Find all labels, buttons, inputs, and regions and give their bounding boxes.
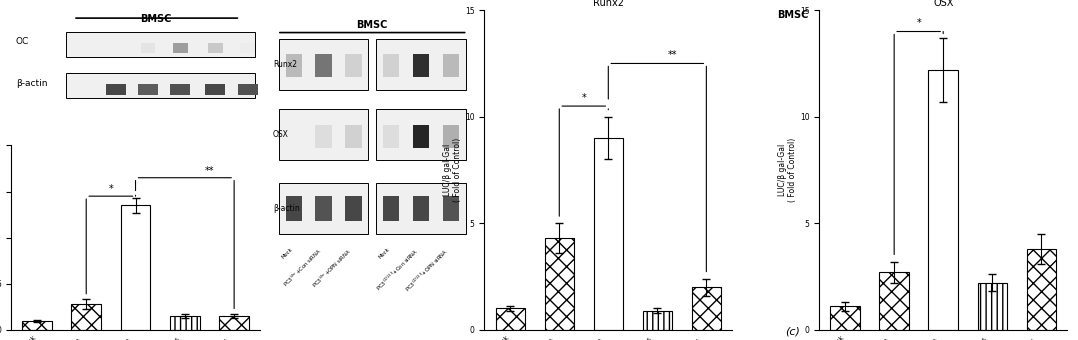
Bar	[208, 43, 223, 53]
Bar	[66, 32, 255, 56]
Bar	[172, 43, 188, 53]
Bar	[880, 272, 909, 330]
Bar	[928, 70, 958, 330]
Text: (c): (c)	[785, 327, 800, 337]
Bar	[23, 321, 52, 330]
Bar	[279, 39, 369, 90]
Text: Mock: Mock	[280, 247, 294, 260]
Bar	[286, 54, 302, 77]
Text: PC3$^{Vec}$+Con siRNA: PC3$^{Vec}$+Con siRNA	[281, 247, 323, 289]
Text: PC3$^{Vec}$+OPN siRNA: PC3$^{Vec}$+OPN siRNA	[310, 247, 354, 290]
Text: *: *	[916, 18, 921, 28]
Text: OSX: OSX	[273, 130, 289, 139]
Bar	[345, 195, 361, 221]
Title: Runx2: Runx2	[593, 0, 624, 8]
Bar	[138, 84, 158, 95]
Y-axis label: LUC/β gal-Gal
( Fold of Control): LUC/β gal-Gal ( Fold of Control)	[777, 138, 797, 202]
Bar	[376, 109, 466, 160]
Bar	[316, 125, 332, 148]
Bar	[383, 125, 399, 148]
Bar	[121, 205, 150, 330]
Text: Mock: Mock	[378, 247, 391, 260]
Bar	[279, 109, 369, 160]
Bar	[140, 43, 155, 53]
Bar	[496, 308, 525, 330]
Text: BMSC: BMSC	[140, 14, 171, 23]
Bar	[206, 84, 225, 95]
Bar	[170, 84, 191, 95]
Bar	[345, 54, 361, 77]
Bar	[240, 43, 255, 53]
Bar	[1026, 249, 1056, 330]
Text: (b): (b)	[364, 339, 381, 340]
Bar	[376, 39, 466, 90]
Bar	[413, 54, 429, 77]
Text: **: **	[205, 166, 215, 176]
Text: *: *	[581, 93, 586, 103]
Bar	[642, 311, 672, 330]
Text: **: **	[667, 50, 677, 60]
Bar	[544, 238, 573, 330]
Bar	[316, 54, 332, 77]
Bar	[238, 84, 258, 95]
Text: Runx2: Runx2	[273, 60, 296, 69]
Bar	[442, 195, 459, 221]
Bar	[594, 138, 623, 330]
Bar	[345, 125, 361, 148]
Bar	[219, 316, 249, 330]
Bar	[383, 54, 399, 77]
Bar	[279, 183, 369, 234]
Bar	[66, 73, 255, 98]
Bar	[286, 195, 302, 221]
Bar	[316, 195, 332, 221]
Bar	[830, 306, 860, 330]
Text: *: *	[109, 184, 113, 194]
Text: β-actin: β-actin	[16, 79, 47, 88]
Text: BMSC: BMSC	[357, 20, 388, 30]
Title: OSX: OSX	[932, 0, 953, 8]
Y-axis label: LUC/β gal-Gal
( Fold of Control): LUC/β gal-Gal ( Fold of Control)	[443, 138, 462, 202]
Bar	[376, 183, 466, 234]
Bar	[413, 125, 429, 148]
Bar	[978, 283, 1007, 330]
Bar	[442, 54, 459, 77]
Text: PC3$^{CD133}$+Con siRNA: PC3$^{CD133}$+Con siRNA	[374, 247, 420, 293]
Bar	[692, 287, 721, 330]
Bar	[106, 84, 125, 95]
Text: PC3$^{CD133}$+OPN siRNA: PC3$^{CD133}$+OPN siRNA	[403, 247, 451, 294]
Text: β-actin: β-actin	[273, 204, 300, 213]
Bar	[71, 304, 101, 330]
Text: BMSC: BMSC	[776, 10, 808, 20]
Bar	[442, 125, 459, 148]
Bar	[170, 316, 199, 330]
Bar	[383, 195, 399, 221]
Text: OC: OC	[16, 37, 29, 46]
Bar	[413, 195, 429, 221]
